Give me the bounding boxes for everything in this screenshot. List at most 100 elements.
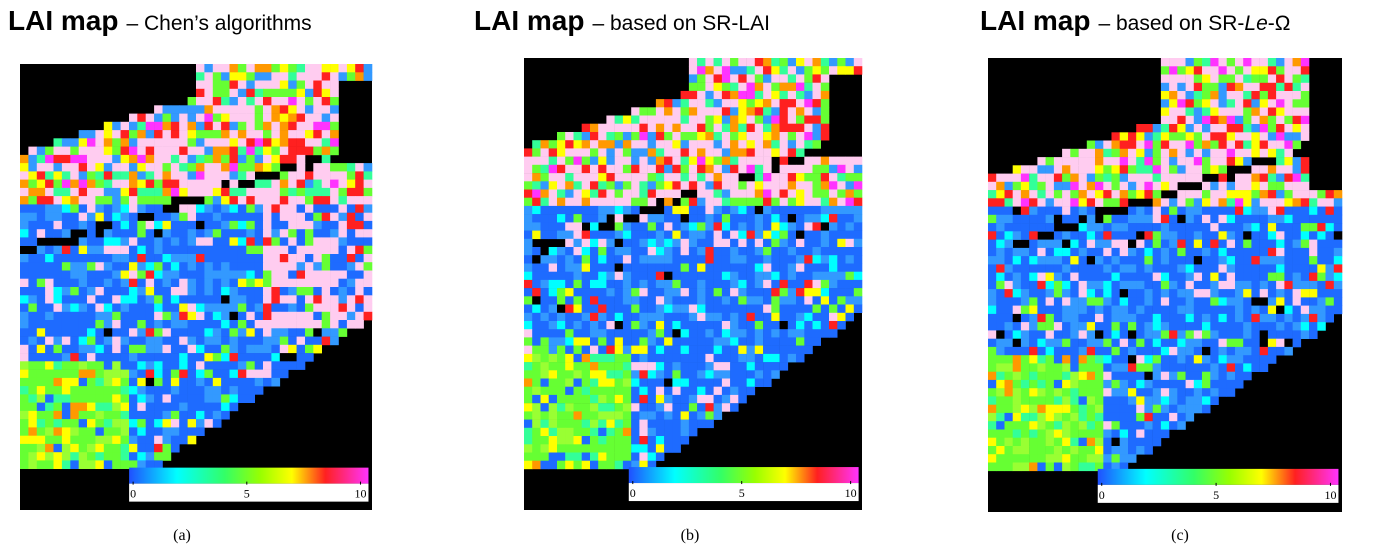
map-pixel [574, 444, 583, 453]
map-pixel [179, 378, 188, 387]
map-pixel [689, 116, 698, 125]
map-pixel [1276, 182, 1285, 191]
map-pixel [582, 436, 591, 445]
map-pixel [163, 130, 172, 139]
map-pixel [339, 287, 348, 296]
map-pixel [20, 427, 29, 436]
map-pixel [672, 190, 681, 199]
map-pixel [722, 66, 731, 75]
map-pixel [656, 321, 665, 330]
map-pixel [70, 328, 79, 337]
map-pixel [557, 428, 566, 437]
map-pixel [62, 337, 71, 346]
map-pixel [565, 379, 574, 388]
map-pixel [1037, 430, 1046, 439]
map-pixel [988, 207, 997, 216]
map-pixel [763, 99, 772, 108]
map-pixel [112, 394, 121, 403]
map-pixel [821, 255, 830, 264]
map-pixel [598, 165, 607, 174]
map-pixel [62, 403, 71, 412]
map-pixel [1268, 281, 1277, 290]
map-pixel [364, 262, 373, 271]
map-pixel [37, 213, 46, 222]
map-pixel [204, 279, 213, 288]
map-pixel [271, 64, 280, 73]
map-pixel [171, 246, 180, 255]
map-pixel [1037, 388, 1046, 397]
map-pixel [672, 370, 681, 379]
map-pixel [313, 196, 322, 205]
map-pixel [813, 288, 822, 297]
map-pixel [297, 204, 306, 213]
map-pixel [1326, 215, 1335, 224]
map-pixel [163, 213, 172, 222]
map-pixel [20, 229, 29, 238]
map-pixel [582, 231, 591, 240]
map-pixel [714, 222, 723, 231]
map-pixel [121, 246, 130, 255]
map-pixel [1227, 363, 1236, 372]
map-pixel [1284, 165, 1293, 174]
map-pixel [557, 140, 566, 149]
map-pixel [697, 74, 706, 83]
map-pixel [755, 296, 764, 305]
map-pixel [557, 206, 566, 215]
map-pixel [1013, 463, 1022, 472]
map-pixel [730, 264, 739, 273]
map-pixel [70, 304, 79, 313]
map-pixel [322, 97, 331, 106]
map-pixel [355, 229, 364, 238]
map-pixel [705, 370, 714, 379]
map-pixel [705, 214, 714, 223]
map-pixel [1219, 165, 1228, 174]
map-pixel [204, 394, 213, 403]
map-pixel [20, 279, 29, 288]
map-pixel [305, 204, 314, 213]
map-pixel [1169, 215, 1178, 224]
map-pixel [188, 188, 197, 197]
map-pixel [672, 428, 681, 437]
map-pixel [689, 395, 698, 404]
map-pixel [1144, 339, 1153, 348]
map-pixel [288, 114, 297, 123]
map-pixel [672, 132, 681, 141]
map-pixel [771, 222, 780, 231]
map-pixel [221, 196, 230, 205]
map-pixel [1235, 190, 1244, 199]
map-pixel [87, 271, 96, 280]
map-pixel [70, 204, 79, 213]
map-pixel [20, 204, 29, 213]
map-pixel [689, 231, 698, 240]
map-pixel [1095, 264, 1104, 273]
map-pixel [705, 132, 714, 141]
map-pixel [681, 288, 690, 297]
map-pixel [755, 83, 764, 92]
map-pixel [146, 122, 155, 131]
map-pixel [204, 237, 213, 246]
map-pixel [20, 271, 29, 280]
map-pixel [681, 198, 690, 207]
map-pixel [1013, 174, 1022, 183]
map-pixel [288, 271, 297, 280]
map-pixel [1309, 322, 1318, 331]
map-pixel [221, 188, 230, 197]
map-pixel [129, 419, 138, 428]
map-pixel [1243, 215, 1252, 224]
map-pixel [813, 247, 822, 256]
map-pixel [582, 288, 591, 297]
map-pixel [1070, 157, 1079, 166]
map-pixel [1276, 141, 1285, 150]
map-pixel [631, 157, 640, 166]
map-pixel [70, 163, 79, 172]
map-pixel [163, 254, 172, 263]
map-pixel [1046, 339, 1055, 348]
map-pixel [95, 419, 104, 428]
map-pixel [112, 254, 121, 263]
map-pixel [196, 378, 205, 387]
map-pixel [730, 140, 739, 149]
map-pixel [1251, 58, 1260, 67]
map-pixel [95, 262, 104, 271]
map-pixel [95, 279, 104, 288]
map-pixel [1054, 372, 1063, 381]
